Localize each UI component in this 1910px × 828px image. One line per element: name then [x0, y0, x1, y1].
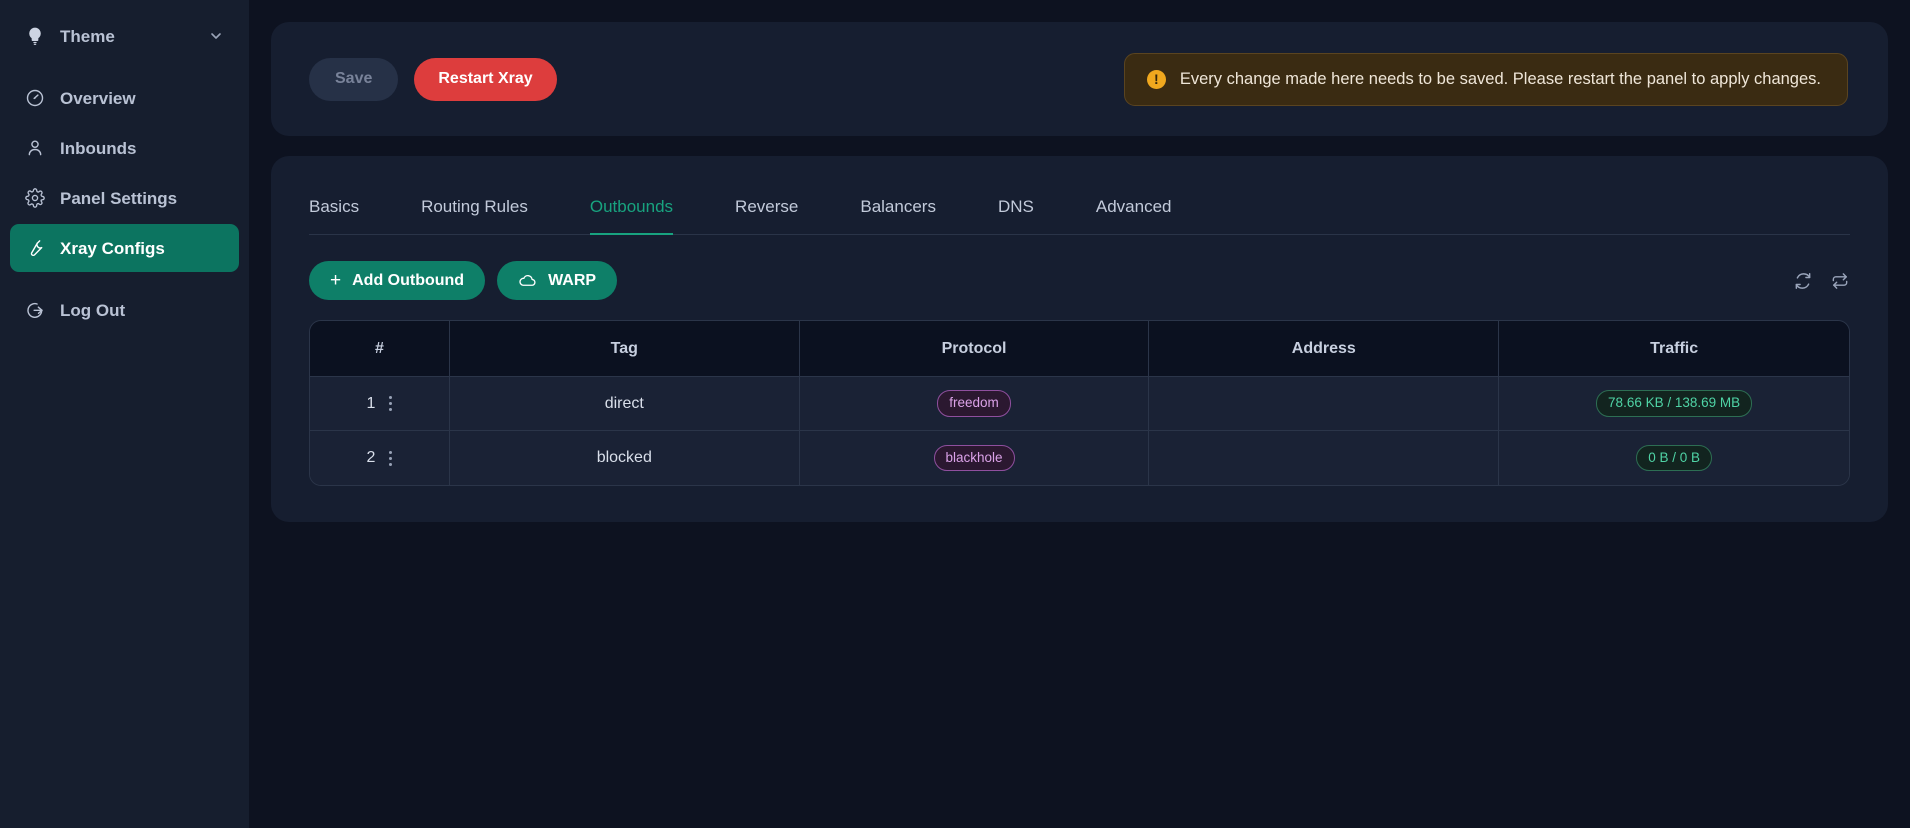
toolbar-card: Save Restart Xray ! Every change made he…	[271, 22, 1888, 136]
cell-index: 1	[310, 377, 450, 431]
add-outbound-label: Add Outbound	[352, 271, 465, 289]
cell-traffic: 78.66 KB / 138.69 MB	[1499, 377, 1849, 431]
add-outbound-button[interactable]: + Add Outbound	[309, 261, 486, 300]
repeat-icon[interactable]	[1830, 271, 1850, 291]
tab-advanced[interactable]: Advanced	[1095, 197, 1172, 216]
table-body: 1 direct freedom 78.66 KB / 138.69 MB	[310, 377, 1849, 485]
tab-bar: Basics Routing Rules Outbounds Reverse B…	[309, 182, 1850, 235]
cell-protocol: freedom	[799, 377, 1150, 431]
tab-dns[interactable]: DNS	[997, 197, 1034, 216]
tab-basics[interactable]: Basics	[309, 197, 360, 216]
sidebar-item-overview[interactable]: Overview	[10, 74, 239, 122]
sidebar-item-label: Log Out	[60, 300, 126, 320]
sidebar-item-label: Xray Configs	[60, 238, 165, 258]
table-row[interactable]: 2 blocked blackhole 0 B / 0 B	[310, 431, 1849, 485]
plus-icon: +	[330, 270, 342, 291]
protocol-badge: freedom	[937, 390, 1011, 417]
traffic-badge: 78.66 KB / 138.69 MB	[1596, 390, 1753, 417]
column-header-index: #	[310, 321, 450, 377]
xray-configs-card: Basics Routing Rules Outbounds Reverse B…	[271, 156, 1888, 522]
cell-protocol: blackhole	[799, 431, 1150, 485]
sidebar-spacer	[10, 274, 239, 284]
sidebar-item-log-out[interactable]: Log Out	[10, 286, 239, 334]
save-button[interactable]: Save	[309, 57, 399, 101]
cell-traffic: 0 B / 0 B	[1499, 431, 1849, 485]
cell-tag: blocked	[449, 431, 800, 485]
tab-reverse[interactable]: Reverse	[735, 197, 799, 216]
sidebar-item-theme[interactable]: Theme	[10, 12, 239, 60]
row-index: 1	[366, 394, 376, 412]
warning-banner: ! Every change made here needs to be sav…	[1123, 52, 1848, 106]
column-header-tag: Tag	[449, 321, 800, 377]
table-tools	[1793, 271, 1850, 291]
sidebar-spacer	[10, 62, 239, 72]
kebab-menu-icon[interactable]	[389, 396, 393, 411]
table-row[interactable]: 1 direct freedom 78.66 KB / 138.69 MB	[310, 377, 1849, 431]
chevron-down-icon[interactable]	[207, 27, 225, 45]
gauge-icon	[24, 87, 46, 109]
main-content: Save Restart Xray ! Every change made he…	[249, 0, 1910, 828]
sidebar: Theme Overview Inbounds	[0, 0, 249, 828]
column-header-protocol: Protocol	[799, 321, 1150, 377]
tab-outbounds[interactable]: Outbounds	[589, 183, 674, 235]
warp-label: WARP	[548, 271, 597, 289]
warp-button[interactable]: WARP	[497, 261, 618, 300]
tab-balancers[interactable]: Balancers	[860, 197, 936, 216]
column-header-traffic: Traffic	[1499, 321, 1849, 377]
sidebar-item-label: Inbounds	[60, 138, 137, 158]
cloud-icon	[518, 271, 537, 290]
kebab-menu-icon[interactable]	[389, 450, 393, 466]
row-index: 2	[366, 449, 376, 466]
sidebar-item-label: Overview	[60, 88, 136, 108]
cell-address	[1149, 431, 1500, 485]
refresh-icon[interactable]	[1793, 271, 1813, 291]
logout-icon	[24, 299, 46, 321]
cell-address	[1149, 377, 1500, 431]
warning-banner-text: Every change made here needs to be saved…	[1179, 69, 1821, 88]
outbounds-table: # Tag Protocol Address Traffic 1 direct	[309, 320, 1850, 486]
table-header-row: # Tag Protocol Address Traffic	[310, 321, 1849, 377]
sidebar-item-panel-settings[interactable]: Panel Settings	[10, 174, 239, 222]
column-header-address: Address	[1149, 321, 1500, 377]
warning-circle-icon: !	[1146, 69, 1166, 89]
table-head: # Tag Protocol Address Traffic	[310, 321, 1849, 377]
wrench-icon	[24, 237, 46, 259]
sidebar-item-label: Theme	[60, 26, 115, 46]
table-action-row: + Add Outbound WARP	[309, 261, 1850, 300]
protocol-badge: blackhole	[933, 444, 1015, 472]
user-icon	[24, 137, 46, 159]
cell-tag: direct	[449, 377, 800, 431]
sidebar-item-inbounds[interactable]: Inbounds	[10, 124, 239, 172]
traffic-badge: 0 B / 0 B	[1636, 444, 1712, 472]
sidebar-item-xray-configs[interactable]: Xray Configs	[10, 224, 239, 272]
sidebar-item-label: Panel Settings	[60, 188, 178, 208]
restart-xray-button[interactable]: Restart Xray	[414, 57, 557, 101]
gear-icon	[24, 187, 46, 209]
tab-routing-rules[interactable]: Routing Rules	[421, 197, 528, 216]
cell-index: 2	[310, 431, 450, 485]
lightbulb-icon	[24, 25, 46, 47]
